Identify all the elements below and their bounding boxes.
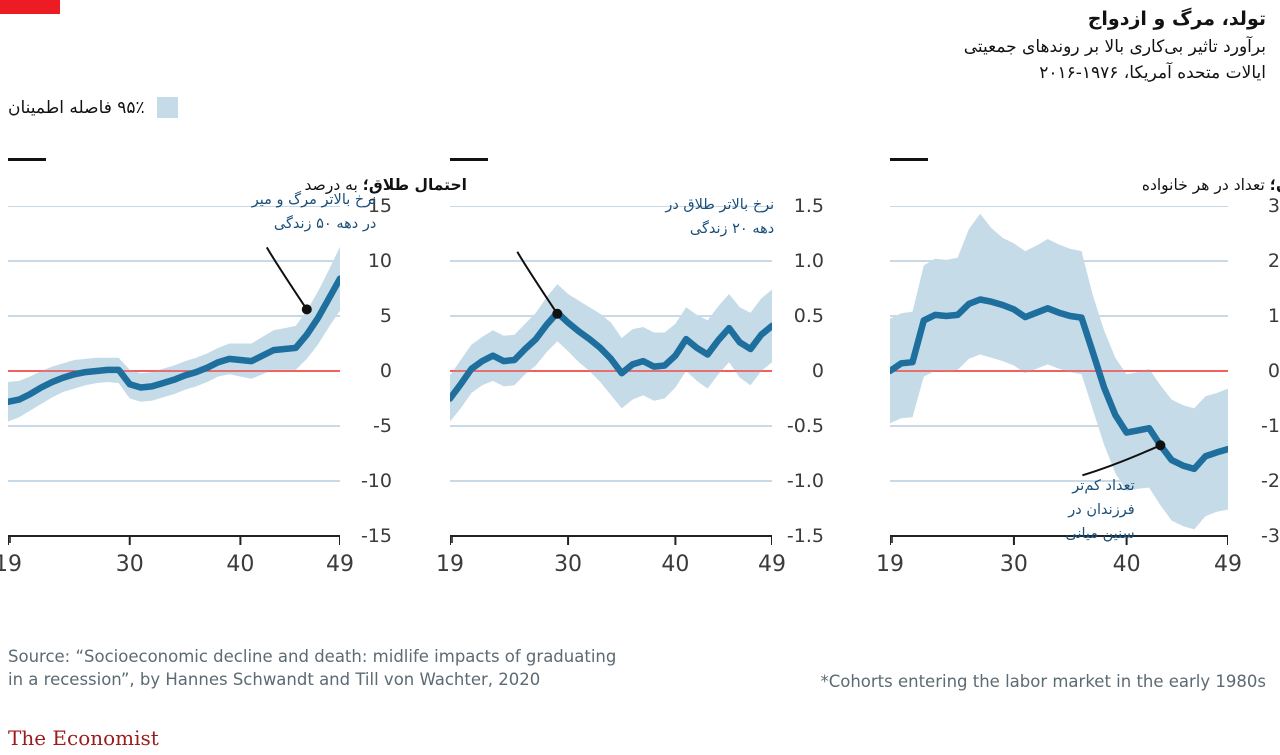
x-axis-tick-label: 49	[758, 552, 786, 577]
y-axis-tick-label: 1.0	[793, 250, 824, 272]
economist-red-tab	[0, 0, 60, 14]
y-axis-tick-label: -1.0	[786, 470, 824, 492]
y-axis-tick-label: 10	[367, 250, 392, 272]
panel-rule	[450, 158, 488, 161]
chart-header: تولد، مرگ و ازدواج برآورد تاثیر بی‌کاری …	[964, 6, 1266, 86]
y-axis-tick-label: -15	[360, 525, 392, 547]
source-line-2: in a recession”, by Hannes Schwandt and …	[8, 670, 541, 690]
x-axis-labels-0: 19 30 40 49	[0, 552, 354, 582]
panel-title-bold-1: احتمال طلاق؛	[362, 176, 467, 194]
x-axis-labels-2: 19 30 40 49	[876, 552, 1242, 582]
chart-annotation-1: نرخ بالاتر طلاق در دهه ۲۰ زندگی	[665, 194, 774, 242]
plot-area-0	[8, 206, 340, 558]
panel-rule	[8, 158, 46, 161]
panel-title-rest-2: تعداد در هر خانواده	[1141, 176, 1270, 194]
y-axis-tick-label: 2	[1267, 250, 1280, 272]
annotation-text-line: سنین میانی	[1065, 526, 1135, 543]
subtitle-line-2: ایالات متحده آمریکا، ۱۹۷۶-۲۰۱۶	[1039, 62, 1266, 83]
annotation-leader-line	[516, 251, 559, 315]
legend: ۹۵٪ فاصله اطمینان	[8, 97, 178, 118]
y-axis-tick-label: 1	[1267, 305, 1280, 327]
confidence-band	[890, 213, 1228, 530]
x-axis-tick-label: 49	[1214, 552, 1242, 577]
y-axis-tick-label: -5	[373, 415, 392, 437]
y-axis-tick-label: 5	[379, 305, 392, 327]
confidence-band	[450, 284, 772, 422]
page-title: تولد، مرگ و ازدواج	[1087, 8, 1266, 30]
x-axis-tick-label: 49	[326, 552, 354, 577]
y-axis-labels-2: 3 2 1 0 -1 -2 -3	[1228, 195, 1280, 547]
chart-annotation-0: نرخ بالاتر مرگ و میر در دهه ۵۰ زندگی	[252, 189, 376, 237]
y-axis-tick-label: 0	[1267, 360, 1280, 382]
panel-title-bold-2: فرزندان؛	[1269, 176, 1280, 194]
legend-label-confidence-band: ۹۵٪ فاصله اطمینان	[8, 97, 145, 118]
subtitle-line-1: برآورد تاثیر بی‌کاری بالا بر روندهای جمع…	[963, 36, 1266, 57]
panel-title-1: احتمال طلاق؛ به درصد	[305, 176, 467, 194]
plot-svg-1	[450, 206, 772, 545]
annotation-marker-dot	[552, 308, 563, 319]
annotation-text-line: در دهه ۵۰ زندگی	[273, 216, 377, 233]
confidence-band	[8, 246, 340, 422]
series-line-estimate	[8, 275, 340, 406]
economist-wordmark: The Economist	[8, 726, 159, 750]
x-axis-tick-label: 19	[436, 552, 464, 577]
x-axis-tick-label: 40	[661, 552, 690, 577]
y-axis-tick-label: -1.5	[786, 525, 824, 547]
x-axis-tick-label: 40	[226, 552, 255, 577]
y-axis-tick-label: 15	[367, 195, 392, 217]
panel-rule	[890, 158, 928, 161]
y-axis-tick-label: -0.5	[786, 415, 824, 437]
annotation-text-line: نرخ بالاتر مرگ و میر	[251, 192, 377, 209]
x-axis-tick-label: 40	[1112, 552, 1141, 577]
annotation-leader-line	[1082, 444, 1161, 477]
x-axis-tick-label: 30	[554, 552, 583, 577]
y-axis-tick-label: -10	[360, 470, 392, 492]
y-axis-tick-label: -1	[1261, 415, 1280, 437]
source-line-1: Source: “Socioeconomic decline and death…	[8, 647, 617, 666]
y-axis-tick-label: -2	[1261, 470, 1280, 492]
y-axis-tick-label: 0	[811, 360, 824, 382]
x-axis-labels-1: 19 30 40 49	[436, 552, 786, 582]
annotation-leader-line	[265, 246, 308, 310]
panel-title-2: فرزندان؛ تعداد در هر خانواده	[1142, 176, 1280, 194]
series-line-estimate	[890, 296, 1228, 473]
plot-svg-0	[8, 206, 340, 545]
annotation-text-line: دهه ۲۰ زندگی	[689, 220, 775, 237]
y-axis-tick-label: -3	[1261, 525, 1280, 547]
y-axis-tick-label: 0	[379, 360, 392, 382]
series-line-estimate	[450, 309, 772, 402]
annotation-text-line: تعداد کم‌تر	[1072, 478, 1135, 495]
plot-svg-2	[890, 206, 1228, 545]
y-axis-tick-label: 0.5	[793, 305, 824, 327]
annotation-marker-dot	[301, 304, 312, 315]
y-axis-labels-1: 1.5 1.0 0.5 0 -0.5 -1.0 -1.5	[772, 195, 824, 547]
plot-area-2	[890, 206, 1228, 558]
y-axis-tick-label: 1.5	[793, 195, 824, 217]
footnote: *Cohorts entering the labor market in th…	[820, 672, 1266, 691]
x-axis-tick-label: 19	[0, 552, 22, 577]
plot-area-1	[450, 206, 772, 558]
y-axis-tick-label: 3	[1267, 195, 1280, 217]
annotation-text-line: فرزندان در	[1068, 502, 1135, 519]
chart-annotation-2: تعداد کم‌تر فرزندان در سنین میانی	[1065, 475, 1134, 547]
x-axis-tick-label: 30	[999, 552, 1028, 577]
panel-title-rest-1: به درصد	[304, 176, 363, 194]
x-axis-tick-label: 19	[876, 552, 904, 577]
y-axis-labels-0: 15 10 5 0 -5 -10 -15	[340, 195, 392, 547]
legend-swatch-confidence-band	[156, 97, 178, 118]
annotation-text-line: نرخ بالاتر طلاق در	[665, 196, 775, 213]
chart-panel-1: احتمال طلاق؛ به درصد 1.5 1.0 0.5 0 -0.5 -1.0 -1…	[305, 158, 872, 598]
x-axis-tick-label: 30	[115, 552, 144, 577]
annotation-marker-dot	[1155, 440, 1166, 451]
source-note: Source: “Socioeconomic decline and death…	[8, 645, 616, 692]
